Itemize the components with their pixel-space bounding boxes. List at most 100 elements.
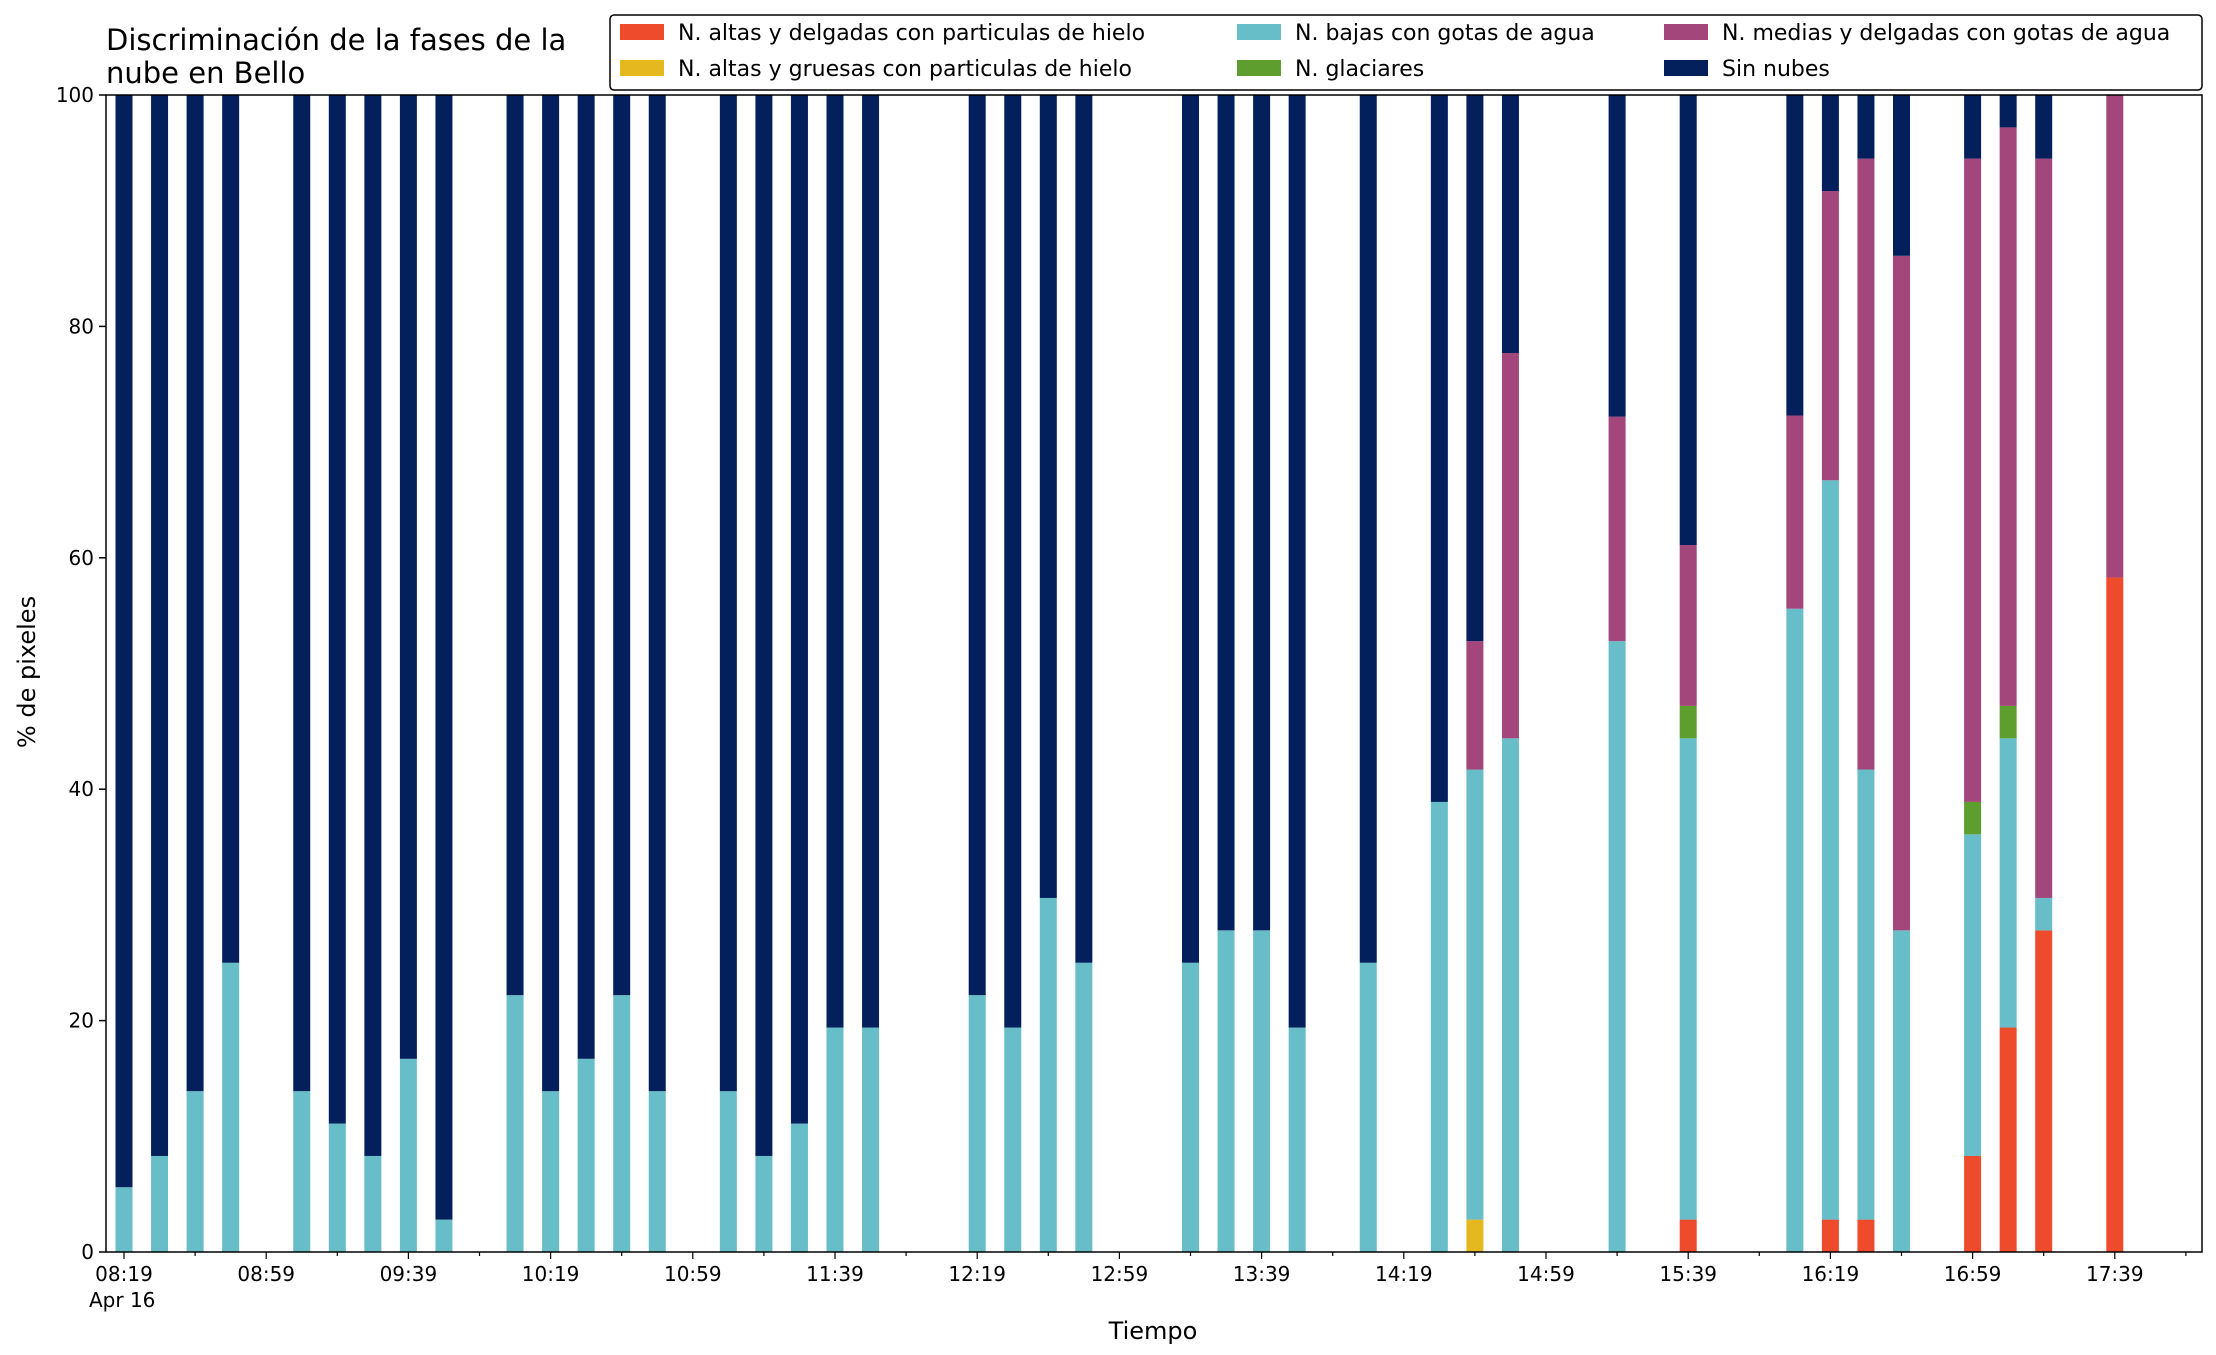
x-tick-label-1459: 14:59 [1517,1262,1575,1286]
x-tick-label-1739: 17:39 [2086,1262,2144,1286]
bar-bajas-1349 [1288,1027,1306,1252]
y-axis-label: % de pixeles [13,596,41,748]
bar-sin_nubes-1019 [542,95,560,1092]
y-tick-label-60: 60 [69,546,94,570]
bar-sin_nubes-1039 [613,95,631,996]
plot-frame [105,94,2203,1253]
bar-sin_nubes-0829 [151,95,169,1156]
bar-altas_delgadas-1619 [1821,1219,1839,1252]
bar-bajas-1439 [1466,769,1484,1220]
bar-sin_nubes-0929 [364,95,382,1156]
bar-bajas-1609 [1786,608,1804,1252]
legend-label-sin_nubes: Sin nubes [1722,57,1830,82]
bar-medias-1519 [1608,416,1626,642]
y-tick-label-40: 40 [69,777,94,801]
legend-swatch-altas_delgadas [620,24,664,40]
legend-label-altas_delgadas: N. altas y delgadas con particulas de hi… [678,21,1145,46]
bar-sin_nubes-1349 [1288,95,1306,1028]
bar-sin_nubes-1339 [1253,95,1271,931]
bar-bajas-0949 [435,1219,453,1252]
bar-sin_nubes-1239 [1039,95,1057,898]
bar-sin_nubes-1229 [1004,95,1022,1028]
y-tick-label-0: 0 [81,1240,94,1264]
bar-sin_nubes-1519 [1608,95,1626,417]
bar-altas_delgadas-1539 [1679,1219,1697,1252]
bar-sin_nubes-1719 [2035,95,2053,159]
bar-bajas-1119 [755,1155,773,1252]
bar-sin_nubes-1539 [1679,95,1697,546]
x-tick-label-1339: 13:39 [1233,1262,1291,1286]
y-ticks-group: 0 20 40 60 80 100 [56,83,106,1264]
bar-bajas-1639 [1893,930,1910,1252]
bar-sin_nubes-1439 [1466,95,1484,642]
bar-sin_nubes-0909 [293,95,311,1092]
bar-bajas-1719 [2035,897,2053,931]
bar-medias-1609 [1786,415,1804,609]
bar-medias-1709 [1999,127,2017,706]
bar-bajas-1029 [577,1058,595,1252]
chart-title-line-1: Discriminación de la fases de la [106,23,566,57]
bar-altas_delgadas-1629 [1857,1219,1875,1252]
bar-sin_nubes-1119 [755,95,773,1156]
bar-bajas-1229 [1004,1027,1022,1252]
bars-group [115,95,2124,1252]
y-tick-label-80: 80 [69,314,94,338]
legend-label-bajas: N. bajas con gotas de agua [1295,21,1595,46]
bar-bajas-1539 [1679,738,1697,1220]
bar-bajas-1219 [968,995,986,1252]
bar-sin_nubes-0949 [435,95,453,1220]
bar-medias-1439 [1466,641,1484,770]
bar-altas_delgadas-1739 [2106,577,2124,1252]
bar-sin_nubes-1149 [862,95,880,1028]
x-tick-label-1139: 11:39 [806,1262,864,1286]
bar-altas_gruesas-1439 [1466,1219,1484,1252]
bar-medias-1539 [1679,545,1697,706]
x-tick-label-1619: 16:19 [1802,1262,1860,1286]
bar-bajas-1619 [1821,480,1839,1220]
legend-swatch-glaciares [1237,60,1281,76]
bar-altas_delgadas-1659 [1964,1155,1982,1252]
bar-sin_nubes-0849 [222,95,240,963]
bar-bajas-1129 [790,1123,808,1252]
bar-medias-1659 [1964,158,1982,802]
x-axis-label: Tiempo [1108,1317,1198,1345]
bar-bajas-1249 [1075,962,1093,1252]
bar-sin_nubes-1449 [1501,95,1519,354]
x-tick-label-0859: 08:59 [237,1262,295,1286]
bar-bajas-0819 [115,1187,133,1252]
bar-bajas-0829 [151,1155,169,1252]
bar-sin_nubes-0819 [115,95,133,1188]
legend-label-glaciares: N. glaciares [1295,57,1424,82]
bar-bajas-1039 [613,995,631,1252]
bar-bajas-1429 [1430,801,1448,1252]
x-tick-label-1659: 16:59 [1944,1262,2002,1286]
bar-medias-1719 [2035,158,2053,898]
bar-bajas-1449 [1501,738,1519,1252]
y-tick-label-100: 100 [56,83,94,107]
legend-label-medias: N. medias y delgadas con gotas de agua [1722,21,2170,46]
legend-label-altas_gruesas: N. altas y gruesas con particulas de hie… [678,57,1132,82]
bar-sin_nubes-1139 [826,95,844,1028]
bar-medias-1449 [1501,353,1519,739]
legend-swatch-altas_gruesas [620,60,664,76]
bar-sin_nubes-0939 [399,95,417,1059]
bar-glaciares-1709 [1999,705,2017,739]
bar-sin_nubes-0919 [328,95,346,1124]
bar-bajas-1109 [719,1091,737,1252]
bar-bajas-1329 [1217,930,1235,1252]
bar-sin_nubes-1639 [1893,95,1910,256]
bar-bajas-0909 [293,1091,311,1252]
bar-bajas-1319 [1182,962,1199,1252]
bar-sin_nubes-1619 [1821,95,1839,192]
x-tick-label-1259: 12:59 [1091,1262,1149,1286]
legend-swatch-medias [1664,24,1708,40]
bar-bajas-0919 [328,1123,346,1252]
bar-sin_nubes-1709 [1999,95,2017,128]
bar-glaciares-1659 [1964,801,1982,835]
chart-title-line-2: nube en Bello [106,56,305,90]
bar-sin_nubes-1029 [577,95,595,1059]
bar-bajas-0839 [186,1091,204,1252]
x-tick-label-1539: 15:39 [1659,1262,1717,1286]
legend-swatch-bajas [1237,24,1281,40]
